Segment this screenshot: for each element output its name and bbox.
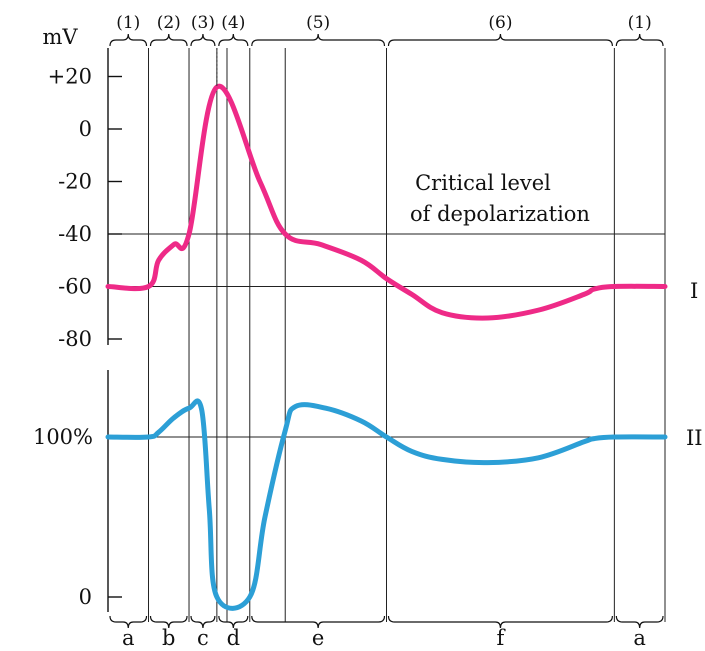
- y-axis-unit-label: mV: [42, 25, 78, 49]
- critical-level-annotation-line2: of depolarization: [410, 202, 590, 226]
- period-letter-label: a: [122, 626, 135, 650]
- tick-label-top: -80: [58, 327, 92, 351]
- period-letter-label: a: [633, 626, 646, 650]
- tick-label-top: +20: [48, 65, 92, 89]
- tick-label-top: -40: [58, 222, 92, 246]
- phase-label: (1): [628, 13, 652, 33]
- period-letter-label: f: [497, 626, 507, 650]
- curve-label-II: II: [686, 426, 703, 450]
- curve-II: [105, 398, 668, 611]
- phase-brace: [109, 33, 148, 47]
- period-letter-label: e: [312, 626, 324, 650]
- phase-brace: [190, 33, 216, 47]
- critical-level-annotation-line1: Critical level: [415, 171, 551, 195]
- phase-label: (4): [221, 13, 245, 33]
- phase-brace: [387, 615, 613, 629]
- phase-label: (5): [306, 13, 330, 33]
- phase-brackets: [109, 33, 664, 629]
- phase-brace: [109, 615, 148, 629]
- curve-I: [105, 83, 668, 321]
- phase-brace: [387, 33, 613, 47]
- tick-label-top: 0: [79, 117, 92, 141]
- curve-label-I: I: [690, 279, 698, 303]
- period-letter-label: c: [197, 626, 209, 650]
- tick-label-top: -60: [58, 275, 92, 299]
- tick-label-bottom: 100%: [33, 425, 93, 449]
- phase-brace: [615, 33, 664, 47]
- tick-label-bottom: 0: [79, 585, 92, 609]
- phase-brace: [149, 33, 188, 47]
- phase-boundary-lines: [148, 48, 666, 622]
- phase-brace: [218, 615, 249, 629]
- period-letter-label: d: [227, 626, 240, 650]
- phase-label: (1): [116, 13, 140, 33]
- phase-brace: [218, 33, 249, 47]
- phase-brace: [615, 615, 664, 629]
- phase-brace: [251, 615, 386, 629]
- phase-label: (6): [488, 13, 512, 33]
- period-letter-label: b: [162, 626, 175, 650]
- phase-brace: [190, 615, 216, 629]
- tick-marks: [108, 75, 122, 598]
- phase-brace: [149, 615, 188, 629]
- phase-brace: [251, 33, 386, 47]
- phase-label: (2): [157, 13, 181, 33]
- phase-label: (3): [191, 13, 215, 33]
- tick-label-top: -20: [58, 170, 92, 194]
